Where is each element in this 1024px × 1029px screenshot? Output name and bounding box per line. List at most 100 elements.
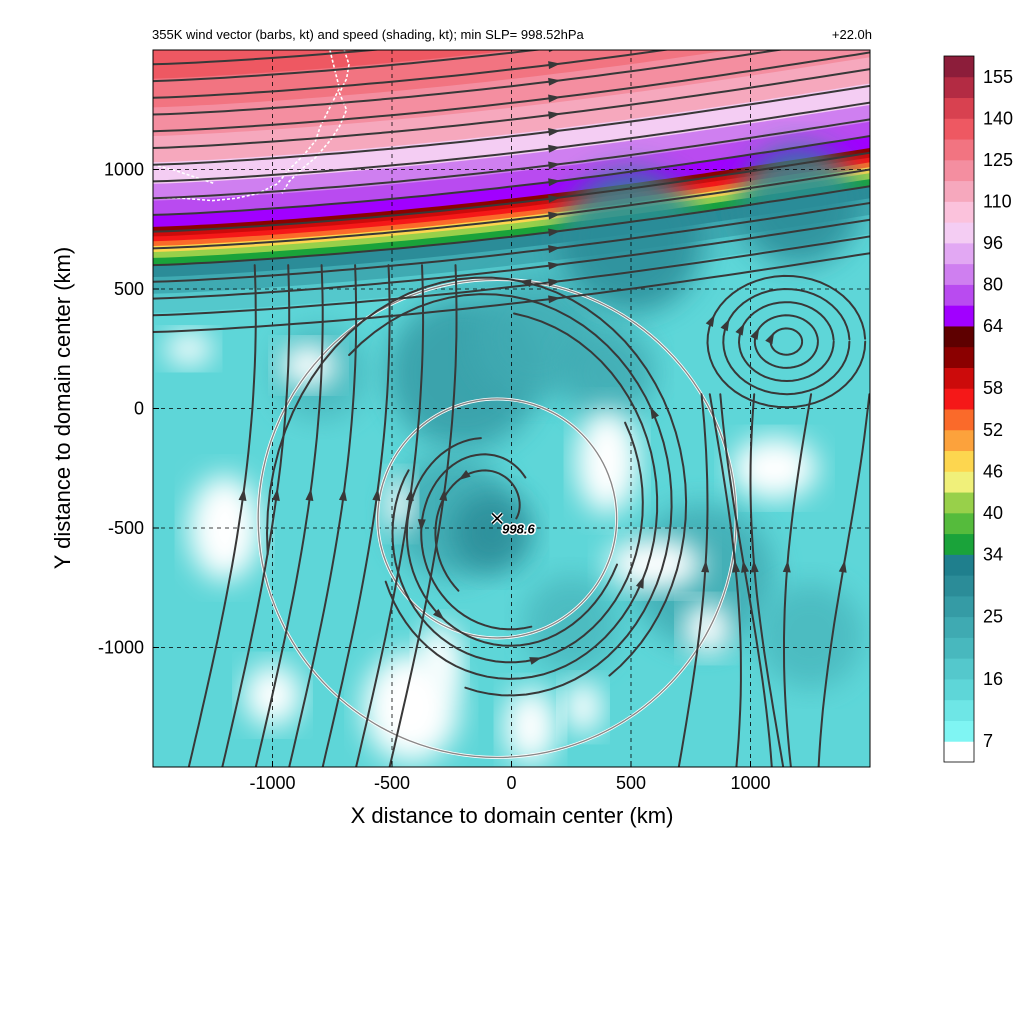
streamline-arrow xyxy=(518,279,532,288)
streamline xyxy=(153,50,544,83)
colorbar-swatch xyxy=(944,388,974,410)
colorbar-swatch xyxy=(944,554,974,576)
streamline-arrow xyxy=(705,314,715,327)
y-axis-ticks: -1000 -500 0 500 1000 xyxy=(98,160,159,658)
streamline xyxy=(391,421,644,664)
streamline-arrow xyxy=(750,327,760,341)
colorbar-swatch xyxy=(944,346,974,368)
streamline-arrow xyxy=(529,657,542,665)
streamline-arrow xyxy=(548,128,561,137)
streamline xyxy=(348,293,673,697)
y-axis-label: Y distance to domain center (km) xyxy=(50,247,75,569)
colorbar-tick-label: 34 xyxy=(983,544,1003,564)
colorbar-swatch xyxy=(944,699,974,721)
speed-patch xyxy=(757,582,863,689)
y-tick-label: -500 xyxy=(108,518,144,538)
low-center-group: 998.6 xyxy=(490,512,537,538)
colorbar-frame xyxy=(943,55,975,763)
x-tick-label: 0 xyxy=(506,773,516,793)
streamline xyxy=(187,264,257,767)
calm-patch xyxy=(731,437,818,500)
streamline xyxy=(153,101,870,183)
streamline xyxy=(288,264,358,767)
streamline-arrow xyxy=(548,61,561,70)
streamline-arrow xyxy=(548,77,561,86)
colorbar-swatch xyxy=(944,720,974,742)
calm-patch xyxy=(164,332,213,366)
streamline-arrow xyxy=(548,144,561,153)
y-tick-label: -1000 xyxy=(98,638,144,658)
chart-title: 355K wind vector (barbs, kt) and speed (… xyxy=(152,27,584,42)
calm-patch xyxy=(683,602,732,655)
colorbar-swatch xyxy=(944,159,974,182)
streamline-arrow xyxy=(439,488,448,501)
streamline xyxy=(153,202,870,283)
calm-patch xyxy=(564,680,603,734)
colorbar-swatch xyxy=(944,595,974,618)
streamline xyxy=(719,393,773,767)
x-tick-label: 1000 xyxy=(730,773,770,793)
colorbar-swatch xyxy=(944,242,974,265)
streamline xyxy=(153,50,384,66)
colorbar-swatch xyxy=(944,512,974,535)
colorbar-tick-label: 52 xyxy=(983,420,1003,440)
streamline-arrow xyxy=(548,194,561,203)
streamline xyxy=(749,393,785,767)
colorbar-swatch xyxy=(944,429,974,452)
colorbar-swatch xyxy=(944,492,974,514)
streamline-arrow xyxy=(548,278,561,287)
colorbar-swatch xyxy=(944,450,974,472)
streamline xyxy=(321,264,391,767)
streamline xyxy=(388,264,458,767)
streamline xyxy=(254,264,324,767)
colorbar-tick-label: 7 xyxy=(983,731,993,751)
streamline-arrow xyxy=(432,608,445,620)
streamline-arrow xyxy=(417,519,426,532)
colorbar-tick-label: 110 xyxy=(983,191,1012,211)
colorbar-tick-label: 155 xyxy=(983,67,1013,87)
streamline-arrow xyxy=(750,560,759,573)
colorbar-swatch xyxy=(944,284,974,306)
colorbar: 7 16 25 34 40 46 52 58 64 80 96 110 125 140 155 xyxy=(943,55,1013,763)
streamline-arrow xyxy=(548,295,561,304)
range-ring xyxy=(376,398,618,639)
streamline xyxy=(153,235,870,317)
streamline xyxy=(153,50,672,99)
colorbar-swatch xyxy=(944,56,974,78)
streamlines xyxy=(153,50,870,767)
colorbar-swatch xyxy=(944,325,974,348)
colorbar-swatch xyxy=(944,616,974,638)
streamline xyxy=(153,168,870,250)
streamline xyxy=(420,453,533,631)
colorbar-tick-label: 46 xyxy=(983,461,1003,481)
streamline-arrow xyxy=(732,560,741,573)
colorbar-tick-label: 25 xyxy=(983,607,1003,627)
colorbar-swatch xyxy=(944,471,974,493)
low-center-marker xyxy=(491,512,503,525)
streamline-arrow xyxy=(548,178,561,187)
colorbar-swatch xyxy=(944,263,974,285)
colorbar-tick-label: 96 xyxy=(983,233,1003,253)
streamline xyxy=(153,135,870,216)
colorbar-swatch xyxy=(944,637,974,659)
streamline-arrow xyxy=(458,470,471,481)
x-axis-ticks: -1000 -500 0 500 1000 xyxy=(249,761,771,793)
colorbar-tick-label: 125 xyxy=(983,150,1013,170)
colorbar-tick-label: 58 xyxy=(983,378,1003,398)
streamline-arrow xyxy=(405,488,414,501)
y-tick-label: 1000 xyxy=(104,160,144,180)
colorbar-tick-label: 64 xyxy=(983,316,1003,336)
colorbar-swatch xyxy=(944,180,974,202)
streamline xyxy=(706,274,867,409)
streamline-arrow xyxy=(635,576,644,589)
calm-patch xyxy=(418,623,462,696)
streamline-arrow xyxy=(720,318,730,332)
low-pressure-label: 998.6 xyxy=(502,521,535,536)
streamline-arrow xyxy=(548,261,561,270)
colorbar-tick-label: 40 xyxy=(983,503,1003,523)
colorbar-swatch xyxy=(944,118,974,140)
streamline-arrow xyxy=(548,161,561,170)
colorbar-tick-label: 140 xyxy=(983,108,1013,128)
streamline-arrow xyxy=(701,560,710,573)
streamline-arrow xyxy=(650,406,660,420)
